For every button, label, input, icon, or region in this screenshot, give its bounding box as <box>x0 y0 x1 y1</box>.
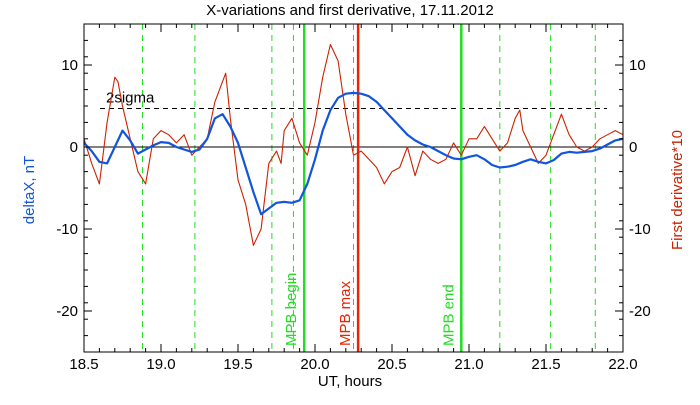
x-tick-label: 20.5 <box>377 356 406 373</box>
x-tick-label: 20.0 <box>300 356 329 373</box>
x-tick-label: 21.5 <box>531 356 560 373</box>
y-tick-label-right: 10 <box>629 57 646 74</box>
x-tick-label: 18.5 <box>69 356 98 373</box>
x-tick-label: 21.0 <box>454 356 483 373</box>
marker-label: MPB max <box>337 280 354 346</box>
series-line-deltax <box>83 91 624 216</box>
marker-label: MPB end <box>440 284 457 346</box>
chart-title: X-variations and first derivative, 17.11… <box>206 2 493 19</box>
x-axis-label: UT, hours <box>318 373 382 390</box>
y-tick-label-right: -10 <box>629 221 651 238</box>
x-tick-label: 22.0 <box>608 356 637 373</box>
x-tick-label: 19.0 <box>146 356 175 373</box>
threshold-label: 2sigma <box>106 89 155 106</box>
y-axis-label-right: First derivative*10 <box>669 130 686 250</box>
y-tick-label-left: -10 <box>56 221 78 238</box>
marker-label: MPB begin <box>283 273 300 346</box>
x-tick-label: 19.5 <box>223 356 252 373</box>
y-tick-label-left: -20 <box>56 303 78 320</box>
y-tick-label-right: 0 <box>629 139 637 156</box>
y-axis-label-left: deltaX, nT <box>21 156 38 224</box>
y-tick-label-left: 0 <box>70 139 78 156</box>
series-line-derivative <box>83 43 624 246</box>
y-tick-label-left: 10 <box>61 57 78 74</box>
y-tick-label-right: -20 <box>629 303 651 320</box>
